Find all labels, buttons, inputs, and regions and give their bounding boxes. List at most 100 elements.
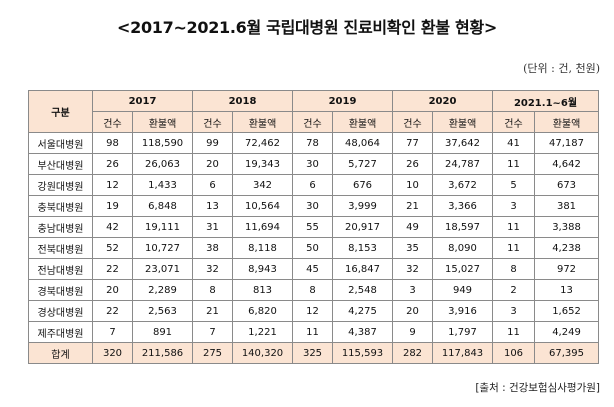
amount-header: 환불액	[432, 111, 493, 133]
amount-cell: 19,343	[232, 153, 293, 175]
amount-cell: 3,366	[432, 195, 493, 217]
count-header: 건수	[492, 111, 535, 133]
amount-cell: 18,597	[432, 216, 493, 238]
amount-cell: 140,320	[232, 342, 293, 364]
hospital-name: 제주대병원	[28, 321, 93, 343]
unit-note: (단위 : 건, 천원)	[523, 62, 600, 75]
hospital-name: 충북대병원	[28, 195, 93, 217]
hospital-name: 전북대병원	[28, 237, 93, 259]
hospital-name: 합계	[28, 342, 93, 364]
count-cell: 106	[492, 342, 535, 364]
source-note: [출처 : 건강보험심사평가원]	[475, 382, 600, 394]
amount-cell: 47,187	[533, 132, 600, 154]
amount-cell: 3,916	[432, 300, 493, 322]
amount-cell: 4,238	[533, 237, 600, 259]
count-cell: 41	[492, 132, 535, 154]
count-cell: 77	[392, 132, 433, 154]
count-cell: 21	[192, 300, 233, 322]
amount-cell: 6,820	[232, 300, 293, 322]
count-cell: 30	[292, 195, 333, 217]
count-cell: 7	[92, 321, 133, 343]
amount-cell: 211,586	[132, 342, 193, 364]
amount-cell: 5,727	[332, 153, 393, 175]
table-row: 충북대병원 19 6,848 13 10,564 30 3,999 21 3,366 3 381	[28, 195, 600, 217]
hospital-name: 전남대병원	[28, 258, 93, 280]
year-header: 2019	[292, 90, 393, 112]
year-header: 2017	[92, 90, 193, 112]
count-cell: 35	[392, 237, 433, 259]
count-cell: 22	[92, 300, 133, 322]
count-cell: 78	[292, 132, 333, 154]
amount-cell: 972	[533, 258, 600, 280]
amount-header: 환불액	[132, 111, 193, 133]
row-header-label: 구분	[28, 90, 93, 133]
amount-cell: 4,275	[332, 300, 393, 322]
count-cell: 320	[92, 342, 133, 364]
page-title: <2017~2021.6월 국립대병원 진료비확인 환불 현황>	[117, 18, 497, 37]
amount-header: 환불액	[533, 111, 600, 133]
amount-cell: 2,289	[132, 279, 193, 301]
year-header: 2021.1~6월	[491, 90, 600, 112]
count-cell: 22	[92, 258, 133, 280]
hospital-name: 부산대병원	[28, 153, 93, 175]
amount-cell: 26,063	[132, 153, 193, 175]
count-cell: 52	[92, 237, 133, 259]
count-cell: 12	[92, 174, 133, 196]
amount-cell: 4,387	[332, 321, 393, 343]
count-cell: 42	[92, 216, 133, 238]
count-header: 건수	[192, 111, 233, 133]
amount-header: 환불액	[232, 111, 293, 133]
amount-cell: 8,153	[332, 237, 393, 259]
amount-cell: 673	[533, 174, 600, 196]
amount-cell: 3,999	[332, 195, 393, 217]
amount-cell: 11,694	[232, 216, 293, 238]
table-row: 전북대병원 52 10,727 38 8,118 50 8,153 35 8,090 11 4,23…	[28, 237, 600, 259]
amount-cell: 24,787	[432, 153, 493, 175]
count-cell: 99	[192, 132, 233, 154]
count-cell: 20	[192, 153, 233, 175]
amount-cell: 1,221	[232, 321, 293, 343]
count-cell: 38	[192, 237, 233, 259]
amount-cell: 72,462	[232, 132, 293, 154]
count-cell: 11	[492, 321, 535, 343]
table-row: 전남대병원 22 23,071 32 8,943 45 16,847 32 15,027 8 972	[28, 258, 600, 280]
amount-cell: 10,727	[132, 237, 193, 259]
year-header: 2020	[392, 90, 493, 112]
count-cell: 31	[192, 216, 233, 238]
count-cell: 275	[192, 342, 233, 364]
count-cell: 19	[92, 195, 133, 217]
count-cell: 325	[292, 342, 333, 364]
count-cell: 32	[392, 258, 433, 280]
amount-cell: 949	[432, 279, 493, 301]
count-cell: 11	[492, 153, 535, 175]
amount-cell: 4,642	[533, 153, 600, 175]
count-cell: 13	[192, 195, 233, 217]
hospital-name: 서울대병원	[28, 132, 93, 154]
amount-cell: 115,593	[332, 342, 393, 364]
count-cell: 3	[392, 279, 433, 301]
count-cell: 6	[292, 174, 333, 196]
amount-cell: 19,111	[132, 216, 193, 238]
count-cell: 10	[392, 174, 433, 196]
amount-cell: 8,943	[232, 258, 293, 280]
amount-cell: 23,071	[132, 258, 193, 280]
count-header: 건수	[92, 111, 133, 133]
count-cell: 6	[192, 174, 233, 196]
amount-cell: 13	[533, 279, 600, 301]
table-row: 부산대병원 26 26,063 20 19,343 30 5,727 26 24,787 11 4,…	[28, 153, 600, 175]
count-cell: 11	[492, 216, 535, 238]
amount-cell: 37,642	[432, 132, 493, 154]
amount-cell: 3,672	[432, 174, 493, 196]
count-cell: 32	[192, 258, 233, 280]
count-cell: 12	[292, 300, 333, 322]
amount-cell: 118,590	[132, 132, 193, 154]
amount-cell: 1,797	[432, 321, 493, 343]
count-cell: 20	[392, 300, 433, 322]
count-cell: 49	[392, 216, 433, 238]
amount-cell: 16,847	[332, 258, 393, 280]
count-cell: 3	[492, 195, 535, 217]
count-cell: 45	[292, 258, 333, 280]
sub-header-row: 건수 환불액 건수 환불액 건수 환불액 건수 환불액 건수 환불액	[29, 111, 600, 133]
count-cell: 11	[292, 321, 333, 343]
amount-cell: 3,388	[533, 216, 600, 238]
